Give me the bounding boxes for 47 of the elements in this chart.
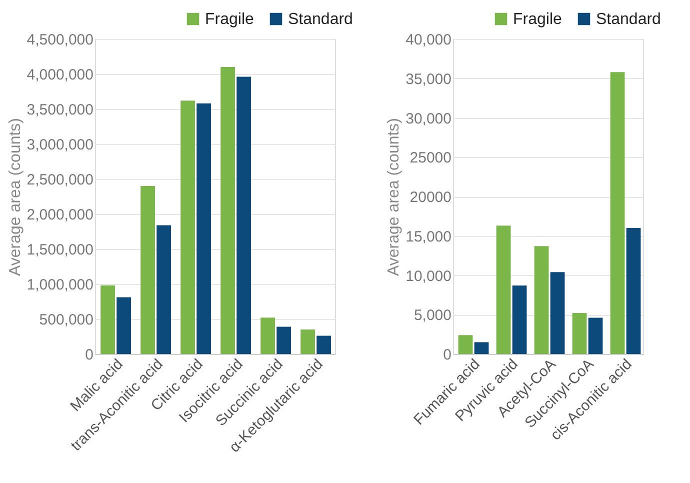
bar [474,342,489,354]
y-tick-label: 15,000 [406,228,452,246]
y-tick-label: 40,000 [406,32,452,48]
y-tick-label: 2,000,000 [26,206,94,224]
legend-label: Standard [596,11,661,28]
y-tick-label: 5,000 [414,307,452,324]
bar [220,67,235,354]
y-axis-title: Average area (counts) [6,118,24,276]
bar [496,226,511,354]
bar [458,335,473,354]
y-axis-title: Average area (counts) [386,118,403,276]
y-tick-label: 3,000,000 [26,136,94,154]
y-tick-label: 25000 [410,150,452,167]
y-tick-label: 4,500,000 [26,32,94,48]
y-tick-label: 0 [85,346,94,364]
legend-label: Fragile [205,11,254,28]
bar [316,336,331,354]
legend-label: Standard [288,11,353,28]
y-tick-label: 3,500,000 [26,102,94,118]
bar [572,313,587,354]
legend-label: Fragile [513,11,562,28]
bar [550,272,565,354]
y-tick-label: 35,000 [406,70,452,88]
bar [116,297,131,354]
y-tick-label: 1,000,000 [26,276,94,294]
bar [100,285,115,354]
bar [156,225,171,354]
bar [236,76,251,354]
bar [512,285,527,354]
bar [196,103,211,354]
bar [260,318,275,354]
bar [140,186,155,354]
y-tick-label: 1,500,000 [26,242,94,258]
y-tick-label: 10,000 [406,268,452,285]
y-tick-label: 2,500,000 [26,172,94,188]
y-tick-label: 0 [443,346,452,364]
y-tick-label: 4,000,000 [26,66,94,84]
y-tick-label: 30,000 [406,110,452,128]
bar [300,330,315,354]
bar [276,326,291,354]
bar [588,318,603,354]
bar [180,100,195,354]
bar [534,246,549,354]
bar [626,228,641,354]
bar [610,72,625,354]
y-tick-label: 20000 [410,189,452,206]
y-tick-label: 500,000 [39,312,94,328]
